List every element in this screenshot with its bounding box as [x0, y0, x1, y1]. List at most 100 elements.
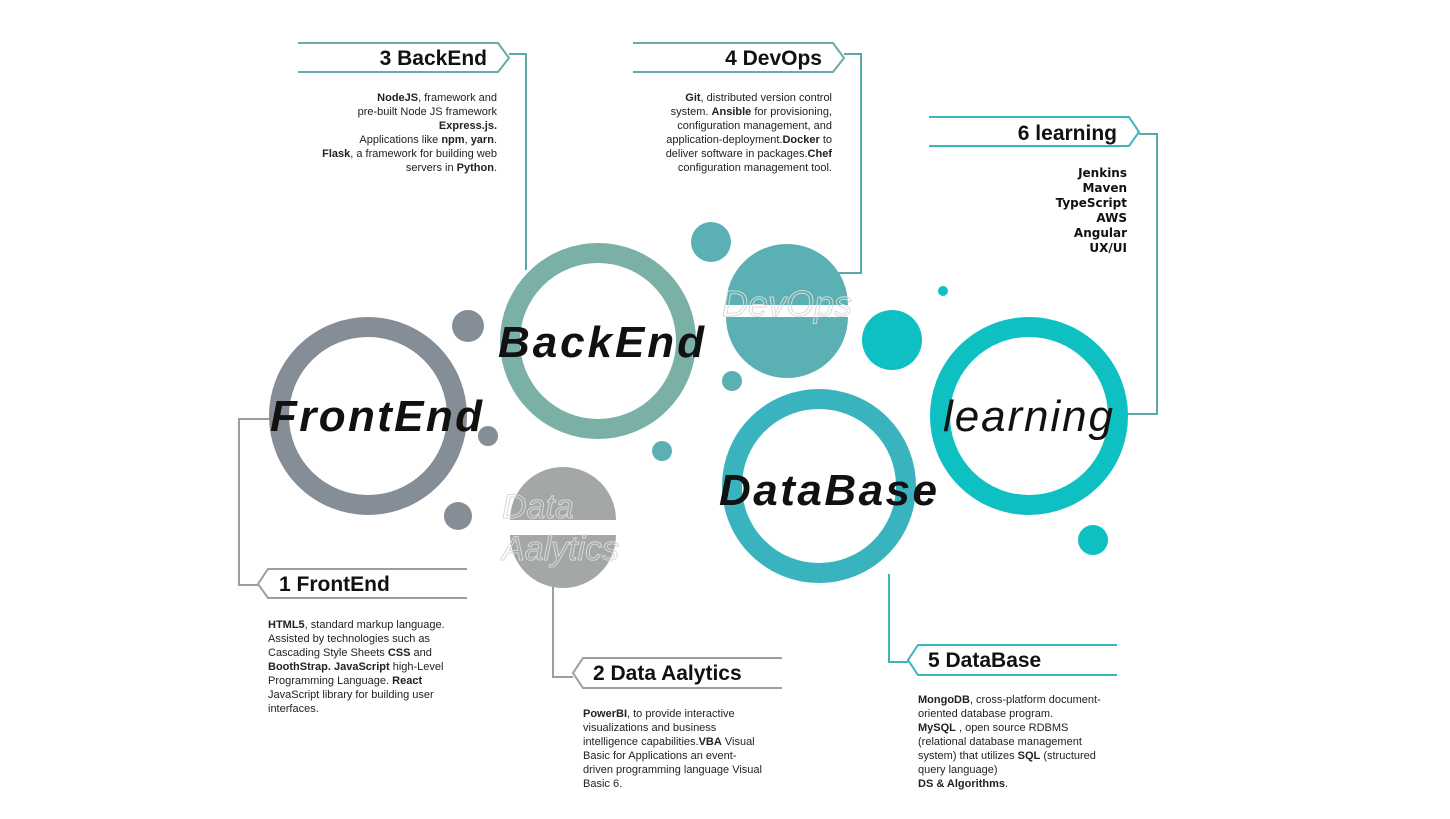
analytics-description: PowerBI, to provide interactive visualiza… [583, 707, 793, 791]
description-run: . [1005, 778, 1009, 790]
description-run: servers in [405, 162, 457, 174]
learning-list-item: Maven [1082, 181, 1127, 195]
devops-half-discs [726, 244, 848, 378]
devops-leader [835, 53, 862, 274]
description-run: high-Level [389, 661, 444, 673]
devops-ring-label: DevOps [722, 283, 852, 324]
description-run: , open source RDBMS [955, 722, 1069, 734]
description-run: SQL [1017, 750, 1041, 762]
analytics-ring-label-line1: Data [502, 488, 574, 526]
description-run: , to provide interactive [627, 708, 735, 720]
backend-tag-title: 3 BackEnd [380, 47, 487, 70]
description-run: JavaScript library for building user [268, 689, 434, 701]
description-run: PowerBI [583, 708, 628, 720]
description-run: system) that utilizes [918, 750, 1018, 762]
description-run: Visual [721, 736, 755, 748]
description-run: . [493, 134, 497, 146]
description-run: DS & Algorithms [918, 778, 1005, 790]
analytics-description-line: PowerBI, to provide interactive [583, 707, 793, 721]
analytics-leader [552, 587, 573, 678]
description-run: Assisted by technologies such as [268, 633, 431, 645]
analytics-tag-title: 2 Data Aalytics [593, 662, 742, 685]
description-run: to [819, 134, 832, 146]
devops-description-line: Git, distributed version control [622, 91, 832, 105]
description-run: intelligence capabilities. [583, 736, 699, 748]
frontend-ring-label: FrontEnd [270, 392, 483, 441]
learning-tag-title: 6 learning [1018, 122, 1117, 145]
learning-list-item: Angular [1073, 226, 1127, 240]
description-run: , framework and [418, 92, 497, 104]
backend-description-line: Applications like npm, yarn. [297, 133, 497, 147]
description-run: and [410, 647, 432, 659]
description-run: for provisioning, [751, 106, 832, 118]
analytics-description-line: intelligence capabilities.VBA Visual [583, 735, 793, 749]
database-ring [722, 389, 916, 583]
description-run: Express.js. [438, 120, 497, 132]
learning-ring-label: learning [943, 392, 1114, 441]
database-ring-label: DataBase [719, 466, 937, 515]
database-description-line: (relational database management [918, 735, 1128, 749]
frontend-description-line: Cascading Style Sheets CSS and [268, 646, 478, 660]
devops-description-line: system. Ansible for provisioning, [622, 105, 832, 119]
database-connector [906, 644, 1117, 676]
frontend-description-line: Assisted by technologies such as [268, 632, 478, 646]
backend-ring [500, 243, 696, 439]
description-run: Programming Language. [268, 675, 393, 687]
description-run: MySQL [918, 722, 956, 734]
description-run: npm [441, 134, 465, 146]
backend-description-line: NodeJS, framework and [297, 91, 497, 105]
description-run: , [464, 134, 471, 146]
frontend-description-line: Programming Language. React [268, 674, 478, 688]
devops-description-line: configuration management, and [622, 119, 832, 133]
analytics-connector [571, 657, 782, 689]
learning-list-item: AWS [1096, 211, 1127, 225]
description-run: CSS [387, 647, 411, 659]
description-run: configuration management tool. [677, 162, 832, 174]
learning-list-item: Jenkins [1078, 166, 1127, 180]
description-run: React [392, 675, 423, 687]
description-run: configuration management, and [677, 120, 832, 132]
devops-description-line: configuration management tool. [622, 161, 832, 175]
backend-description-line: Flask, a framework for building web [297, 147, 497, 161]
description-run: HTML5 [268, 619, 305, 631]
decorative-dots [444, 222, 1108, 555]
backend-description-line: servers in Python. [297, 161, 497, 175]
database-description-line: DS & Algorithms. [918, 777, 1128, 791]
description-run: Docker [782, 134, 820, 146]
description-run: interfaces. [268, 703, 319, 715]
devops-connector [633, 42, 846, 73]
backend-ring-label: BackEnd [498, 318, 705, 367]
learning-list-item: TypeScript [1055, 196, 1127, 210]
description-run: (relational database management [918, 736, 1082, 748]
description-run: Chef [807, 148, 832, 160]
database-description-line: system) that utilizes SQL (structured [918, 749, 1128, 763]
database-description-line: MongoDB, cross-platform document- [918, 693, 1128, 707]
description-run: BoothStrap. JavaScript [268, 661, 390, 673]
analytics-half-discs [510, 467, 616, 588]
database-leader [888, 574, 908, 663]
frontend-ring [269, 317, 467, 515]
learning-list-item: UX/UI [1089, 241, 1127, 255]
devops-description-line: application-deployment.Docker to [622, 133, 832, 147]
description-run: , a framework for building web [350, 148, 497, 160]
description-run: Flask [322, 148, 351, 160]
description-run: yarn [470, 134, 494, 146]
description-run: deliver software in packages. [665, 148, 808, 160]
database-description-line: MySQL , open source RDBMS [918, 721, 1128, 735]
analytics-ring-label-line2: Aalytics [500, 530, 619, 568]
description-run: Applications like [359, 134, 442, 146]
description-run: VBA [698, 736, 722, 748]
description-run: query language) [918, 764, 998, 776]
description-run: , standard markup language. [304, 619, 445, 631]
description-run: Basic 6. [583, 778, 623, 790]
backend-description-line: Express.js. [297, 119, 497, 133]
frontend-description: HTML5, standard markup language. Assisted… [268, 618, 478, 716]
description-run: driven programming language Visual [583, 764, 762, 776]
learning-list: Jenkins Maven TypeScript AWS Angular UX/… [1007, 166, 1127, 256]
backend-description: NodeJS, framework and pre-built Node JS f… [297, 91, 497, 175]
description-run: MongoDB [918, 694, 970, 706]
frontend-description-line: BoothStrap. JavaScript high-Level [268, 660, 478, 674]
description-run: visualizations and business [583, 722, 717, 734]
description-run: Ansible [711, 106, 752, 118]
